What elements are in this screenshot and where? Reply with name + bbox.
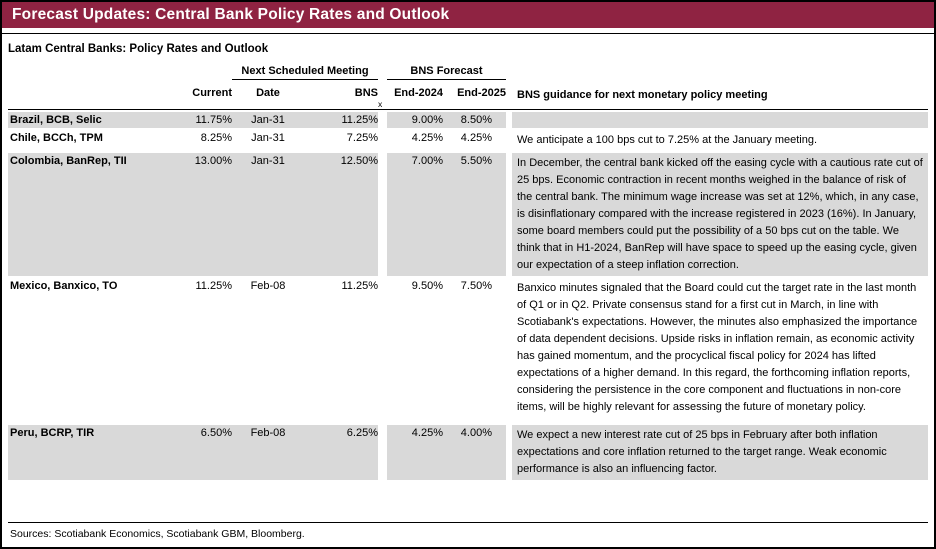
column-gap (378, 112, 387, 128)
column-header-end-2024: End-2024 (394, 87, 443, 99)
meeting-date: Feb-08 (232, 425, 304, 480)
meeting-date: Feb-08 (250, 280, 286, 292)
column-header-date: Date (256, 87, 280, 99)
table-row-brazil: Brazil, BCB, Selic 11.75% Jan-31 11.25% … (8, 112, 928, 128)
meeting-date: Jan-31 (232, 153, 304, 276)
bank-name: Peru, BCRP, TIR (8, 425, 170, 480)
banner: Forecast Updates: Central Bank Policy Ra… (2, 2, 934, 28)
table-row-mexico: Mexico, Banxico, TO 11.25% Feb-08 11.25%… (8, 278, 928, 418)
column-header-bank (8, 85, 170, 109)
sources-note: Sources: Scotiabank Economics, Scotiaban… (10, 528, 305, 540)
current-rate: 6.50% (170, 425, 232, 480)
guidance-text (512, 112, 928, 128)
group-header-bns-forecast: BNS Forecast (387, 65, 506, 80)
end-2024-forecast: 7.00% (387, 153, 443, 276)
report-content: Latam Central Banks: Policy Rates and Ou… (2, 34, 934, 547)
bank-name: Brazil, BCB, Selic (8, 112, 170, 128)
current-rate: 11.75% (170, 112, 232, 128)
bank-name: Mexico, Banxico, TO (10, 280, 118, 292)
guidance-text: In December, the central bank kicked off… (512, 153, 928, 276)
end-2024-forecast: 9.00% (387, 112, 443, 128)
end-2025-forecast: 7.50% (460, 280, 492, 292)
bns-meeting-forecast: 7.25% (346, 132, 378, 144)
meeting-date: Jan-31 (251, 132, 285, 144)
group-header-row: Next Scheduled Meeting BNS Forecast (8, 65, 928, 80)
column-header-bns: BNS (354, 87, 378, 99)
column-gap (378, 278, 387, 418)
guidance-text: We expect a new interest rate cut of 25 … (512, 425, 928, 480)
end-2024-forecast: 4.25% (411, 132, 443, 144)
column-gap (378, 153, 387, 276)
bns-meeting-forecast: 12.50% (304, 153, 378, 276)
end-2025-forecast: 4.00% (443, 425, 506, 480)
end-2025-forecast: 5.50% (443, 153, 506, 276)
table-row-peru: Peru, BCRP, TIR 6.50% Feb-08 6.25% 4.25%… (8, 425, 928, 480)
end-2025-forecast: 8.50% (443, 112, 506, 128)
bns-meeting-forecast: 11.25% (341, 280, 379, 292)
current-rate: 11.25% (195, 280, 233, 292)
current-rate: 8.25% (200, 132, 232, 144)
banner-title: Forecast Updates: Central Bank Policy Ra… (12, 6, 450, 23)
column-header-guidance: BNS guidance for next monetary policy me… (517, 89, 768, 101)
column-header-current: Current (192, 87, 232, 99)
footnote-marker: x (378, 99, 383, 109)
column-gap (506, 112, 512, 128)
guidance-text: Banxico minutes signaled that the Board … (517, 282, 918, 413)
policy-rates-table: Next Scheduled Meeting BNS Forecast Curr… (8, 65, 928, 480)
column-gap (378, 425, 387, 480)
top-divider (2, 33, 934, 34)
section-title: Latam Central Banks: Policy Rates and Ou… (8, 43, 269, 55)
bns-meeting-forecast: 6.25% (304, 425, 378, 480)
end-2024-forecast: 4.25% (387, 425, 443, 480)
meeting-date: Jan-31 (232, 112, 304, 128)
bottom-divider (8, 522, 928, 523)
report-footer: Sources: Scotiabank Economics, Scotiaban… (8, 522, 928, 547)
column-gap (506, 425, 512, 480)
end-2024-forecast: 9.50% (411, 280, 443, 292)
guidance-text: We anticipate a 100 bps cut to 7.25% at … (517, 134, 818, 146)
column-gap (506, 153, 512, 276)
bank-name: Colombia, BanRep, TII (8, 153, 170, 276)
group-header-next-meeting: Next Scheduled Meeting (232, 65, 378, 80)
end-2025-forecast: 4.25% (460, 132, 492, 144)
column-header-row: Current Date BNS x End-2024 End-2025 BNS… (8, 80, 928, 110)
bns-meeting-forecast: 11.25% (304, 112, 378, 128)
current-rate: 13.00% (170, 153, 232, 276)
column-gap (378, 130, 387, 151)
bank-name: Chile, BCCh, TPM (10, 132, 103, 144)
column-header-end-2025: End-2025 (457, 87, 506, 99)
table-row-chile: Chile, BCCh, TPM 8.25% Jan-31 7.25% 4.25… (8, 130, 928, 151)
table-row-colombia: Colombia, BanRep, TII 13.00% Jan-31 12.5… (8, 153, 928, 276)
